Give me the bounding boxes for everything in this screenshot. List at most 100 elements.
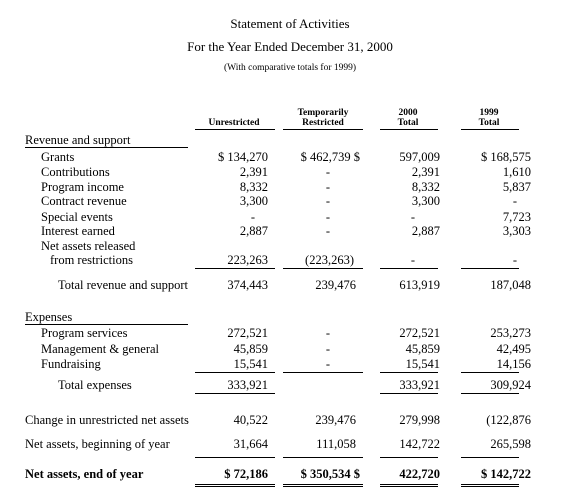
cell-1999: 5,837 — [502, 180, 531, 194]
section-underline — [25, 147, 188, 148]
cell-2000: 2,887 — [411, 224, 440, 238]
col-temp-line2: Restricted — [302, 118, 344, 128]
cell-1999: 253,273 — [490, 326, 531, 340]
cell-temp: - — [325, 326, 331, 340]
cell-unrestricted: 8,332 — [239, 180, 268, 194]
statement-title: Statement of Activities — [230, 16, 350, 31]
col-1999-line2: Total — [478, 118, 500, 128]
cell-unrestricted: 40,522 — [233, 413, 268, 427]
statement-period: For the Year Ended December 31, 2000 — [187, 39, 393, 54]
col-underline — [380, 129, 438, 130]
subtotal-line — [380, 393, 438, 394]
subtotal-line — [461, 457, 519, 458]
row-label: Fundraising — [41, 357, 101, 371]
cell-unrestricted: $ 134,270 — [218, 150, 268, 164]
cell-2000: 142,722 — [399, 437, 440, 451]
cell-1999: (122,876 — [486, 413, 531, 427]
double-underline — [195, 484, 275, 487]
col-underline — [195, 129, 275, 130]
cell-1999: 309,924 — [490, 378, 531, 392]
subtotal-line — [195, 372, 275, 373]
col-temp-line1: Temporarily — [297, 108, 349, 118]
cell-unrestricted: 2,887 — [239, 224, 268, 238]
col-underline — [283, 129, 363, 130]
cell-2000: 422,720 — [399, 467, 440, 481]
cell-temp: $ 462,739 $ — [300, 150, 360, 164]
col-underline — [461, 129, 519, 130]
cell-temp: 111,058 — [316, 437, 356, 451]
cell-1999: $ 142,722 — [481, 467, 531, 481]
cell-2000: 272,521 — [399, 326, 440, 340]
double-underline — [461, 484, 519, 487]
row-label: Management & general — [41, 342, 160, 356]
cell-2000: 3,300 — [411, 194, 440, 208]
row-label: Net assets released — [41, 239, 136, 253]
comparative-note: (With comparative totals for 1999) — [223, 63, 357, 73]
cell-1999: 3,303 — [502, 224, 531, 238]
row-label: Contributions — [41, 165, 110, 179]
cell-temp: - — [325, 357, 331, 371]
cell-unrestricted: 223,263 — [227, 253, 268, 267]
row-label: Change in unrestricted net assets — [25, 413, 189, 427]
cell-temp: - — [325, 342, 331, 356]
cell-unrestricted: 3,300 — [239, 194, 268, 208]
cell-temp: 239,476 — [315, 413, 356, 427]
cell-unrestricted: $ 72,186 — [224, 467, 268, 481]
row-label: Special events — [41, 210, 113, 224]
cell-unrestricted: 2,391 — [239, 165, 268, 179]
row-label: Interest earned — [41, 224, 115, 238]
row-label: Program income — [41, 180, 124, 194]
cell-2000: 45,859 — [405, 342, 440, 356]
section-underline — [25, 324, 188, 325]
row-label: Grants — [41, 150, 75, 164]
cell-temp: 239,476 — [315, 278, 356, 292]
cell-2000: 8,332 — [411, 180, 440, 194]
cell-2000: - — [410, 210, 416, 224]
cell-1999: 1,610 — [502, 165, 531, 179]
cell-2000: - — [410, 253, 416, 267]
row-label: Net assets, beginning of year — [25, 437, 170, 451]
cell-unrestricted: - — [250, 210, 256, 224]
cell-2000: 2,391 — [411, 165, 440, 179]
cell-1999: 42,495 — [496, 342, 531, 356]
cell-1999: 265,598 — [490, 437, 531, 451]
cell-temp: (223,263) — [305, 253, 354, 267]
cell-1999: - — [512, 194, 518, 208]
section-expenses-label: Expenses — [25, 310, 73, 324]
cell-unrestricted: 374,443 — [227, 278, 268, 292]
col-2000-line2: Total — [397, 118, 419, 128]
subtotal-line — [461, 372, 519, 373]
col-1999-line1: 1999 — [479, 108, 499, 118]
subtotal-line — [461, 393, 519, 394]
row-label: Net assets, end of year — [25, 467, 144, 481]
cell-unrestricted: 15,541 — [233, 357, 268, 371]
cell-1999: 14,156 — [496, 357, 531, 371]
cell-2000: 333,921 — [399, 378, 440, 392]
row-label: from restrictions — [50, 253, 133, 267]
cell-temp: - — [325, 180, 331, 194]
col-2000-line1: 2000 — [398, 108, 418, 118]
subtotal-line — [380, 268, 438, 269]
cell-2000: 597,009 — [399, 150, 440, 164]
cell-1999: - — [512, 253, 518, 267]
subtotal-line — [283, 268, 363, 269]
section-revenue-label: Revenue and support — [25, 133, 131, 147]
cell-unrestricted: 45,859 — [233, 342, 268, 356]
cell-1999: 7,723 — [502, 210, 531, 224]
cell-2000: 613,919 — [399, 278, 440, 292]
subtotal-line — [195, 268, 275, 269]
subtotal-line — [283, 457, 363, 458]
col-unrestricted: Unrestricted — [208, 118, 260, 128]
subtotal-line — [380, 457, 438, 458]
cell-temp: - — [325, 210, 331, 224]
subtotal-line — [195, 457, 275, 458]
row-label: Contract revenue — [41, 194, 127, 208]
cell-unrestricted: 31,664 — [233, 437, 268, 451]
subtotal-line — [461, 268, 519, 269]
cell-temp: - — [325, 224, 331, 238]
row-label: Program services — [41, 326, 128, 340]
row-label: Total expenses — [58, 378, 132, 392]
cell-temp: $ 350,534 $ — [300, 467, 360, 481]
double-underline — [380, 484, 438, 487]
subtotal-line — [195, 393, 275, 394]
